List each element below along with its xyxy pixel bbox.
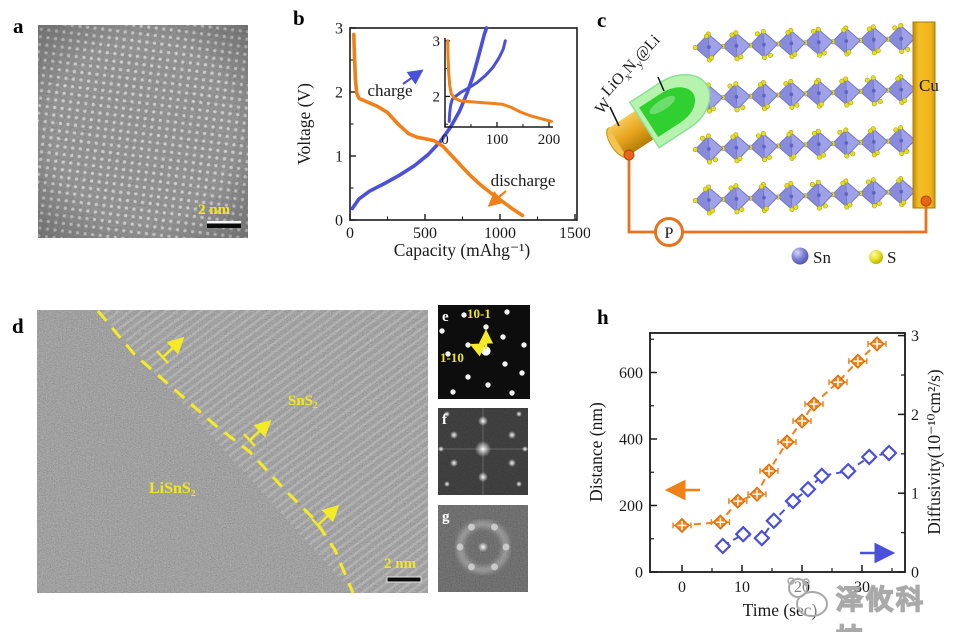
scalebar-d: 2 nm xyxy=(384,556,417,572)
panel-d-label: d xyxy=(12,314,24,338)
h-right-axis-label: Diffusivity(10⁻¹⁰cm²/s) xyxy=(924,369,944,535)
legend-s-sphere xyxy=(869,250,883,264)
h-left-axis-label: Distance (nm) xyxy=(588,402,606,502)
b-x-axis-label: Capacity (mAhg⁻¹) xyxy=(394,240,531,260)
panel-a-label: a xyxy=(13,14,24,38)
phase-boundary-dashed-line xyxy=(96,310,355,593)
fft-amorphous: g xyxy=(438,505,528,592)
scalebar-line-black xyxy=(207,223,241,228)
svg-text:2: 2 xyxy=(911,407,919,424)
sns2-crystal-fringes xyxy=(98,310,428,593)
panel-c-label: c xyxy=(597,8,607,32)
arrow1 xyxy=(162,336,185,358)
lattice-vignette xyxy=(38,25,248,238)
svg-text:0: 0 xyxy=(335,213,343,230)
li-core-highlight xyxy=(649,95,676,115)
chart-h-axes-and-series: 010203002004006000123 xyxy=(619,328,919,596)
svg-text:3: 3 xyxy=(433,34,441,50)
panel-g-label: g xyxy=(442,509,450,525)
b-y-axis-label: Voltage (V) xyxy=(294,83,314,165)
hrtem-image: LiSnS₂ SnS₂ xyxy=(37,310,428,593)
arrow1-base-tick xyxy=(156,350,169,364)
legend-sn-label: Sn xyxy=(813,248,831,267)
scalebar-line-white xyxy=(207,221,241,224)
cu-electrode xyxy=(912,21,936,209)
distance-diffusivity-chart: 010203002004006000123 Distance (nm) Diff… xyxy=(588,328,944,620)
watermark-text: 泽攸科技 xyxy=(835,584,926,632)
svg-text:0: 0 xyxy=(678,579,686,596)
svg-text:1500: 1500 xyxy=(559,225,590,242)
fft-crystalline: f xyxy=(438,408,528,495)
annot-1-10: 1-10 xyxy=(440,350,464,365)
schematic-panel: Cu P W LiOxNy@Li Sn S xyxy=(592,21,939,267)
svg-text:1000: 1000 xyxy=(484,225,516,242)
scalebar-a: 2 nm xyxy=(198,202,231,218)
svg-text:500: 500 xyxy=(413,225,437,242)
contact-dot-right xyxy=(920,195,932,207)
voltage-capacity-chart: 0 500 1000 1500 0 1 2 3 2 3 0 100 200 Voltage (V) Ca… xyxy=(294,21,590,261)
svg-text:100: 100 xyxy=(486,132,509,148)
fft-spots xyxy=(438,411,528,487)
discharge-arrow xyxy=(487,190,507,207)
svg-text:3: 3 xyxy=(911,328,919,345)
tem-lattice-image xyxy=(38,25,248,238)
sns2-region-label: SnS₂ xyxy=(288,393,318,409)
svg-text:200: 200 xyxy=(538,132,561,148)
li-core xyxy=(639,87,696,137)
arrow2-base-tick xyxy=(243,433,256,447)
watermark-logo xyxy=(787,577,828,617)
svg-text:0: 0 xyxy=(635,565,643,582)
svg-text:0: 0 xyxy=(346,225,354,242)
vector-1-10-arrow xyxy=(469,343,486,357)
coating-leader-line xyxy=(657,76,665,92)
svg-text:2: 2 xyxy=(335,85,343,102)
potentiostat-label: P xyxy=(665,225,674,242)
scalebar-line-d xyxy=(386,576,422,583)
svg-text:2: 2 xyxy=(433,89,441,105)
diffraction-spots xyxy=(439,309,527,396)
panel-h-label: h xyxy=(597,305,609,329)
cu-label: Cu xyxy=(919,76,939,95)
svg-text:200: 200 xyxy=(619,498,643,515)
panel-b-label: b xyxy=(293,6,305,30)
arrow3-base-tick xyxy=(311,518,324,532)
h-x-axis-label: Time (sec) xyxy=(743,600,818,620)
w-leader-line xyxy=(609,106,620,127)
arrow3 xyxy=(317,504,340,526)
svg-text:3: 3 xyxy=(335,21,343,38)
legend-sn-sphere xyxy=(791,247,809,265)
chart-b-axes-and-curves: 0 500 1000 1500 0 1 2 3 2 3 0 100 200 xyxy=(335,21,590,243)
svg-text:0: 0 xyxy=(911,565,919,582)
charge-annotation: charge xyxy=(368,81,413,100)
svg-text:0: 0 xyxy=(441,132,449,148)
charge-arrow xyxy=(402,69,424,85)
svg-text:1: 1 xyxy=(335,149,343,166)
panel-f-label: f xyxy=(442,412,448,428)
svg-text:600: 600 xyxy=(619,365,643,382)
svg-text:400: 400 xyxy=(619,432,643,449)
saed-pattern: 10-1 1-10 e xyxy=(438,305,530,399)
svg-text:10: 10 xyxy=(734,579,750,596)
lisns2-region-label: LiSnS₂ xyxy=(149,480,196,497)
center-glow xyxy=(478,542,488,552)
ring-spots xyxy=(456,523,510,571)
sns2-layer-chains xyxy=(692,23,918,216)
potentiostat-circle xyxy=(654,217,684,247)
wire-right xyxy=(683,205,928,234)
panel-e-label: e xyxy=(442,309,449,325)
svg-text:1: 1 xyxy=(911,486,919,503)
annot-10-1: 10-1 xyxy=(467,306,491,321)
wire-left xyxy=(627,155,655,234)
arrow2 xyxy=(249,419,272,441)
discharge-annotation: discharge xyxy=(491,171,556,190)
svg-text:30: 30 xyxy=(854,579,870,596)
legend-s-label: S xyxy=(887,248,896,267)
contact-dot-left xyxy=(623,149,635,161)
probe xyxy=(606,74,711,158)
